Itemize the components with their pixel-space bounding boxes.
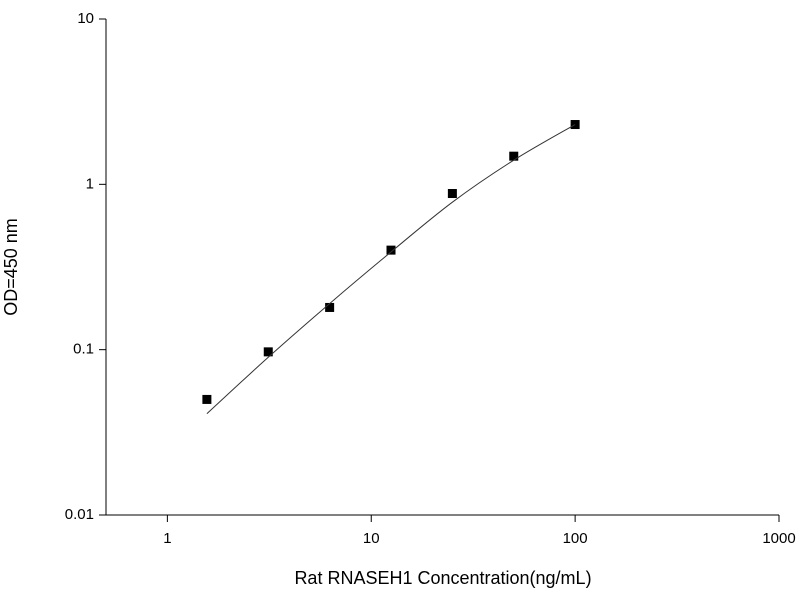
y-tick-label: 10 <box>77 10 94 27</box>
y-tick-label: 0.1 <box>73 341 94 358</box>
data-point <box>263 347 273 357</box>
data-point <box>325 302 335 312</box>
x-tick-label: 100 <box>563 530 588 547</box>
y-tick-label: 1 <box>86 175 94 192</box>
x-axis-title: Rat RNASEH1 Concentration(ng/mL) <box>294 568 591 588</box>
data-point <box>509 151 519 161</box>
data-point <box>386 245 396 255</box>
x-tick-label: 1 <box>163 530 171 547</box>
x-tick-label: 10 <box>363 530 380 547</box>
data-point <box>447 189 457 199</box>
x-tick-label: 1000 <box>762 530 795 547</box>
data-point <box>202 394 212 404</box>
fit-curve <box>206 124 576 415</box>
y-axis-title: OD=450 nm <box>1 218 21 316</box>
y-tick-label: 0.01 <box>65 506 94 523</box>
